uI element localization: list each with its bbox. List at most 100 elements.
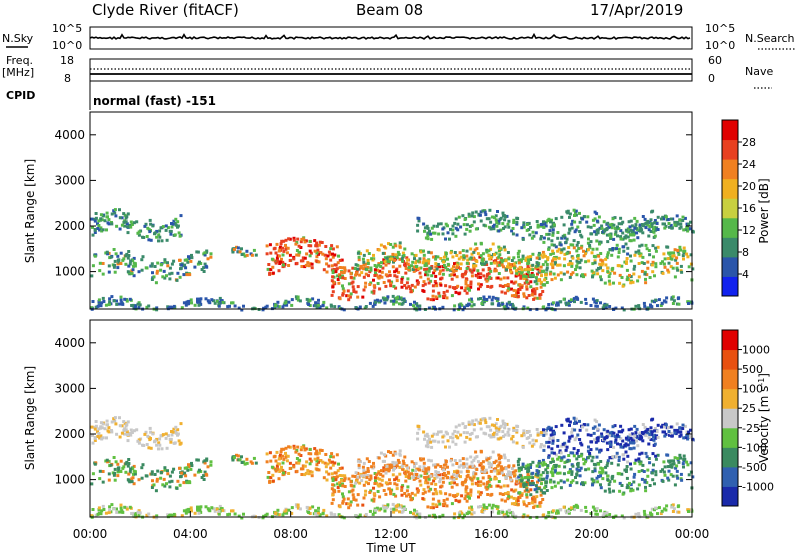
scatter-cell — [478, 483, 482, 487]
scatter-cell — [314, 244, 318, 248]
scatter-cell — [584, 505, 588, 509]
scatter-cell — [599, 466, 603, 470]
scatter-cell — [481, 476, 485, 480]
scatter-cell — [349, 480, 353, 484]
scatter-cell — [624, 436, 628, 440]
scatter-cell — [418, 257, 422, 261]
scatter-cell — [668, 225, 671, 229]
scatter-cell — [295, 469, 299, 473]
scatter-cell — [187, 257, 191, 260]
scatter-cell — [190, 256, 194, 260]
scatter-cell — [461, 483, 465, 487]
scatter-cell — [536, 433, 540, 437]
scatter-cell — [528, 273, 532, 277]
scatter-cell — [619, 237, 623, 241]
scatter-cell — [456, 228, 460, 232]
scatter-cell — [360, 271, 364, 275]
scatter-cell — [432, 224, 436, 228]
scatter-cell — [424, 467, 428, 471]
scatter-cell — [343, 477, 347, 481]
scatter-cell — [627, 438, 631, 442]
scatter-cell — [409, 302, 412, 306]
scatter-cell — [422, 430, 426, 434]
scatter-cell — [147, 238, 151, 242]
scatter-cell — [265, 460, 269, 464]
scatter-cell — [679, 456, 683, 460]
scatter-cell — [653, 442, 657, 446]
scatter-cell — [166, 305, 170, 309]
scatter-cell — [613, 479, 617, 483]
scatter-cell — [199, 510, 203, 514]
scatter-cell — [590, 477, 594, 481]
scatter-cell — [483, 262, 487, 266]
scatter-cell — [93, 217, 97, 221]
scatter-cell — [598, 470, 602, 474]
scatter-cell — [162, 269, 166, 273]
scatter-cell — [588, 454, 592, 458]
scatter-cell — [121, 510, 125, 514]
scatter-cell — [199, 297, 203, 301]
scatter-cell — [656, 512, 659, 516]
scatter-cell — [481, 268, 485, 272]
scatter-cell — [343, 474, 347, 478]
scatter-cell — [648, 253, 652, 257]
scatter-cell — [327, 472, 331, 476]
scatter-cell — [104, 511, 108, 515]
scatter-cell — [503, 248, 507, 252]
scatter-cell — [509, 478, 513, 482]
scatter-cell — [494, 218, 498, 222]
scatter-cell — [468, 298, 471, 302]
scatter-cell — [582, 249, 585, 253]
scatter-cell — [137, 233, 141, 237]
scatter-cell — [535, 428, 539, 431]
scatter-cell — [387, 450, 390, 454]
scatter-cell — [656, 436, 660, 439]
scatter-cell — [584, 250, 588, 254]
scatter-cell — [124, 220, 128, 224]
scatter-cell — [644, 429, 648, 433]
colorbar-tick-label: 25 — [742, 402, 756, 415]
scatter-cell — [267, 263, 271, 266]
scatter-cell — [606, 251, 610, 255]
scatter-cell — [422, 280, 426, 284]
scatter-cell — [579, 233, 583, 237]
scatter-cell — [606, 448, 610, 452]
scatter-cell — [271, 473, 275, 477]
scatter-cell — [101, 228, 105, 232]
scatter-cell — [463, 497, 467, 501]
scatter-cell — [676, 268, 680, 272]
scatter-cell — [581, 481, 584, 485]
scatter-cell — [525, 504, 529, 508]
scatter-cell — [515, 424, 519, 428]
scatter-cell — [516, 291, 520, 295]
velocity-ylabel: Slant Range [km] — [23, 366, 37, 470]
scatter-cell — [584, 252, 587, 256]
scatter-cell — [268, 271, 272, 275]
scatter-cell — [183, 258, 187, 262]
scatter-cell — [451, 232, 455, 236]
scatter-cell — [136, 302, 140, 306]
scatter-cell — [515, 430, 519, 434]
scatter-cell — [164, 436, 168, 440]
scatter-cell — [240, 308, 244, 312]
colorbar-segment — [722, 178, 738, 199]
scatter-cell — [484, 260, 488, 264]
scatter-cell — [539, 461, 542, 465]
scatter-cell — [489, 477, 493, 481]
scatter-cell — [130, 223, 134, 226]
scatter-cell — [553, 516, 557, 520]
scatter-cell — [406, 262, 410, 266]
scatter-cell — [281, 468, 285, 472]
scatter-cell — [502, 473, 505, 477]
scatter-cell — [686, 255, 690, 259]
scatter-cell — [274, 304, 278, 307]
scatter-cell — [572, 447, 576, 451]
scatter-cell — [296, 237, 300, 241]
scatter-cell — [285, 459, 289, 463]
scatter-cell — [550, 447, 554, 451]
scatter-cell — [474, 227, 478, 231]
scatter-cell — [569, 272, 573, 276]
scatter-cell — [644, 485, 647, 489]
scatter-cell — [125, 222, 129, 226]
scatter-cell — [584, 297, 588, 301]
